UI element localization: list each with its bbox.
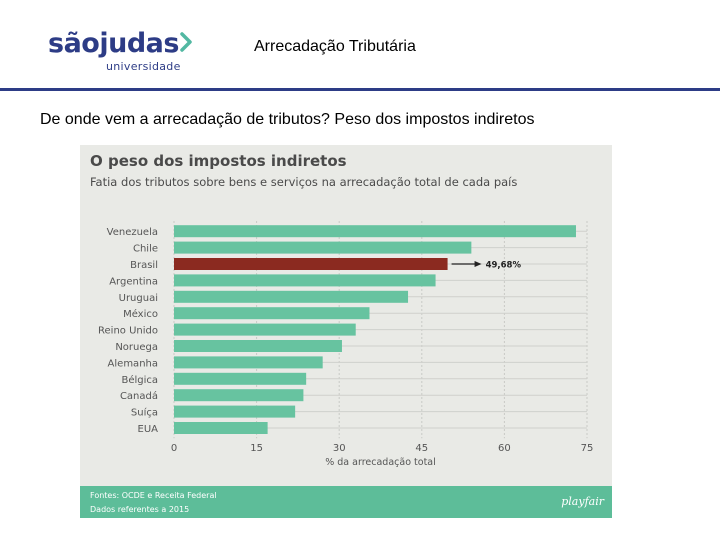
brand-mark: playfair (561, 495, 604, 508)
category-label: Chile (133, 244, 158, 255)
highlight-data-label: 49,68% (486, 261, 522, 271)
x-tick-label: 0 (171, 443, 177, 454)
category-label: Uruguai (119, 293, 158, 304)
category-label: Canadá (120, 390, 158, 402)
category-label: Brasil (130, 260, 158, 271)
annotation-arrow-head (474, 261, 482, 267)
x-tick-label: 30 (333, 443, 346, 454)
category-label: Venezuela (107, 227, 158, 238)
bar (174, 389, 304, 402)
x-tick-label: 45 (415, 443, 428, 454)
category-label: EUA (138, 424, 159, 435)
bar (174, 258, 448, 270)
bar (174, 307, 370, 320)
logo-wordmark: sãojudas (48, 28, 179, 59)
chart-footer: Fontes: OCDE e Receita Federal Dados ref… (80, 486, 612, 518)
x-tick-label: 15 (250, 443, 263, 454)
logo-chevron-icon (180, 32, 192, 52)
source-line: Fontes: OCDE e Receita Federal (90, 491, 217, 500)
bar (174, 422, 268, 434)
slide-header-title: Arrecadação Tributária (254, 38, 416, 55)
bar (174, 340, 342, 352)
header-divider (0, 88, 720, 91)
bar (174, 225, 576, 238)
bar (174, 274, 436, 287)
x-axis-title: % da arrecadação total (325, 457, 436, 468)
category-label: Argentina (109, 276, 158, 287)
bar (174, 372, 307, 385)
slide-subtitle: De onde vem a arrecadação de tributos? P… (40, 111, 535, 128)
x-tick-label: 60 (498, 443, 511, 454)
bar (174, 241, 472, 254)
bar (174, 290, 409, 303)
x-tick-label: 75 (581, 443, 594, 454)
category-label: México (123, 308, 158, 320)
bar (174, 405, 296, 418)
date-note: Dados referentes a 2015 (90, 505, 190, 514)
category-label: Reino Unido (98, 326, 158, 337)
bar (174, 356, 323, 369)
university-logo: sãojudas universidade (48, 28, 198, 74)
logo-subtext: universidade (106, 60, 181, 73)
category-label: Bélgica (121, 374, 158, 386)
category-label: Suíça (131, 407, 158, 419)
category-label: Alemanha (108, 358, 158, 369)
chart-title: O peso dos impostos indiretos (90, 152, 347, 170)
category-label: Noruega (115, 342, 158, 353)
bar (174, 323, 356, 336)
bar-chart: 0 15 30 45 60 75 Venezuela Chile Brasil 49,68% Arg… (98, 221, 594, 468)
chart-figure: O peso dos impostos indiretos Fatia dos … (80, 145, 612, 518)
chart-subtitle: Fatia dos tributos sobre bens e serviços… (90, 175, 518, 189)
